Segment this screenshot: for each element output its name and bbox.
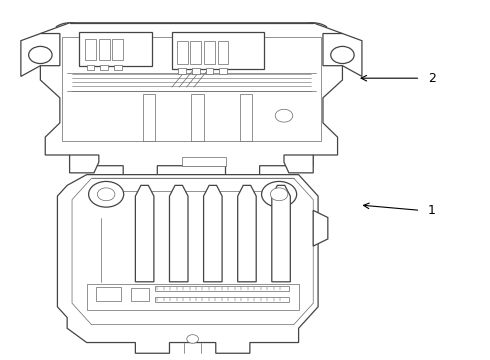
Circle shape	[275, 109, 293, 122]
Polygon shape	[203, 185, 222, 282]
Bar	[113, 39, 123, 60]
Bar	[87, 284, 298, 310]
Circle shape	[331, 46, 354, 64]
Bar	[85, 39, 96, 60]
Circle shape	[262, 181, 296, 207]
Bar	[172, 32, 265, 69]
Bar	[219, 68, 227, 73]
Bar	[114, 64, 122, 70]
Circle shape	[29, 46, 52, 64]
Bar	[62, 37, 320, 141]
Polygon shape	[57, 175, 318, 353]
Circle shape	[89, 181, 123, 207]
Polygon shape	[238, 185, 256, 282]
Bar	[97, 287, 121, 301]
Bar	[178, 68, 186, 73]
Bar	[204, 41, 215, 64]
Bar	[218, 41, 228, 64]
Circle shape	[98, 188, 115, 201]
Bar	[79, 32, 152, 66]
Circle shape	[270, 188, 288, 201]
Polygon shape	[170, 185, 188, 282]
Circle shape	[187, 335, 198, 343]
Bar	[240, 94, 252, 141]
Polygon shape	[40, 23, 343, 176]
Bar	[191, 41, 201, 64]
Bar	[177, 41, 188, 64]
Polygon shape	[70, 155, 99, 173]
Bar	[205, 68, 213, 73]
Bar	[192, 94, 203, 141]
Bar	[143, 94, 155, 141]
Polygon shape	[313, 210, 328, 246]
Polygon shape	[21, 33, 60, 76]
Polygon shape	[72, 178, 313, 325]
Bar	[99, 39, 110, 60]
Text: 2: 2	[428, 72, 436, 85]
Bar	[155, 286, 289, 291]
Text: 1: 1	[428, 204, 436, 217]
Polygon shape	[323, 33, 362, 76]
Polygon shape	[284, 155, 313, 173]
Bar	[155, 297, 289, 302]
Polygon shape	[272, 185, 290, 282]
Bar	[192, 68, 200, 73]
Bar	[182, 157, 225, 166]
Bar	[87, 64, 95, 70]
Bar	[100, 64, 108, 70]
Polygon shape	[135, 185, 154, 282]
Bar	[130, 288, 149, 301]
